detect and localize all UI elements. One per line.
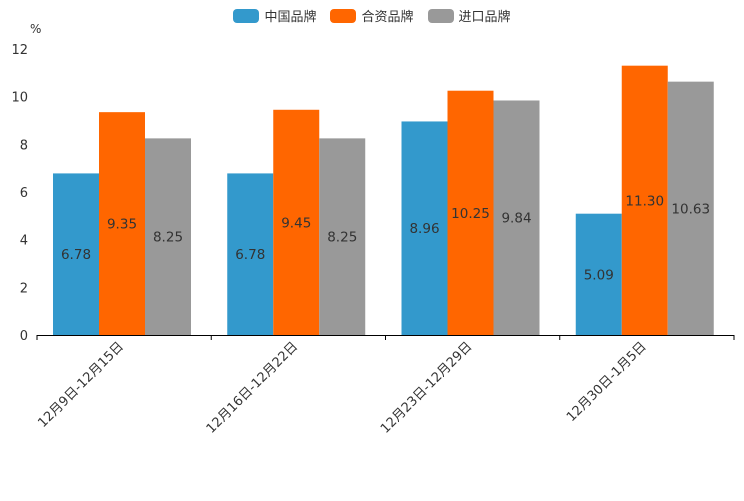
bar-series-0-category-0[interactable] xyxy=(53,173,99,335)
bar-value-label: 10.25 xyxy=(451,206,490,222)
x-tick-label: 12月23日-12月29日 xyxy=(378,339,475,436)
bar-series-2-category-0[interactable] xyxy=(145,138,191,335)
x-tick-label: 12月30日-1月5日 xyxy=(564,339,650,425)
bar-series-1-category-2[interactable] xyxy=(447,90,494,335)
legend-swatch-joint-venture-brand xyxy=(330,8,357,23)
legend-item-joint-venture-brand[interactable]: 合资品牌 xyxy=(330,6,414,25)
legend-label-joint-venture-brand: 合资品牌 xyxy=(361,10,414,25)
bar-series-2-category-2[interactable] xyxy=(493,100,540,335)
y-tick-label: 2 xyxy=(20,281,28,296)
legend-label-china-brand: 中国品牌 xyxy=(264,10,317,25)
legend-swatch-china-brand xyxy=(233,8,260,23)
legend-item-imported-brand[interactable]: 进口品牌 xyxy=(427,6,511,25)
bar-value-label: 8.96 xyxy=(409,221,439,237)
bar-series-1-category-1[interactable] xyxy=(273,109,320,336)
y-axis-unit-label: % xyxy=(30,22,41,36)
legend: 中国品牌 合资品牌 进口品牌 xyxy=(0,6,744,25)
y-tick-label: 0 xyxy=(20,329,28,344)
y-tick-label: 6 xyxy=(20,186,28,201)
y-tick-label: 10 xyxy=(11,91,28,106)
bar-value-label: 10.63 xyxy=(671,201,710,217)
bar-value-label: 9.84 xyxy=(501,211,531,227)
bar-value-label: 11.30 xyxy=(625,193,664,209)
bar-group: 6.78 9.35 8.25 6.78 9.45 8.25 8.96 10.25 9.84 5.0… xyxy=(53,65,714,336)
y-tick-label: 4 xyxy=(20,234,28,249)
bar-series-0-category-3[interactable] xyxy=(575,213,622,335)
legend-item-china-brand[interactable]: 中国品牌 xyxy=(233,6,316,25)
x-axis: 12月9日-12月15日 12月16日-12月22日 12月23日-12月29日 12… xyxy=(35,335,735,437)
bar-series-2-category-1[interactable] xyxy=(319,138,366,335)
bar-value-label: 9.45 xyxy=(281,215,311,231)
x-tick-label: 12月16日-12月22日 xyxy=(204,339,301,436)
bar-value-label: 6.78 xyxy=(235,247,265,263)
bar-series-2-category-3[interactable] xyxy=(667,81,714,335)
bar-series-1-category-3[interactable] xyxy=(621,65,668,335)
bar-series-0-category-2[interactable] xyxy=(401,121,448,335)
y-tick-label: 12 xyxy=(11,43,28,58)
bar-series-1-category-0[interactable] xyxy=(99,112,145,336)
bar-series-0-category-1[interactable] xyxy=(227,173,274,335)
bar-value-label: 9.35 xyxy=(107,217,137,233)
bar-value-label: 8.25 xyxy=(153,230,183,246)
y-axis: 0 2 4 6 8 10 12 xyxy=(11,43,28,344)
x-tick-label: 12月9日-12月15日 xyxy=(35,339,127,431)
bar-value-label: 5.09 xyxy=(584,267,614,283)
bar-value-label: 6.78 xyxy=(61,247,91,263)
legend-swatch-imported-brand xyxy=(427,8,454,23)
y-tick-label: 8 xyxy=(20,138,28,153)
legend-label-imported-brand: 进口品牌 xyxy=(458,10,511,25)
bar-value-label: 8.25 xyxy=(327,230,357,246)
